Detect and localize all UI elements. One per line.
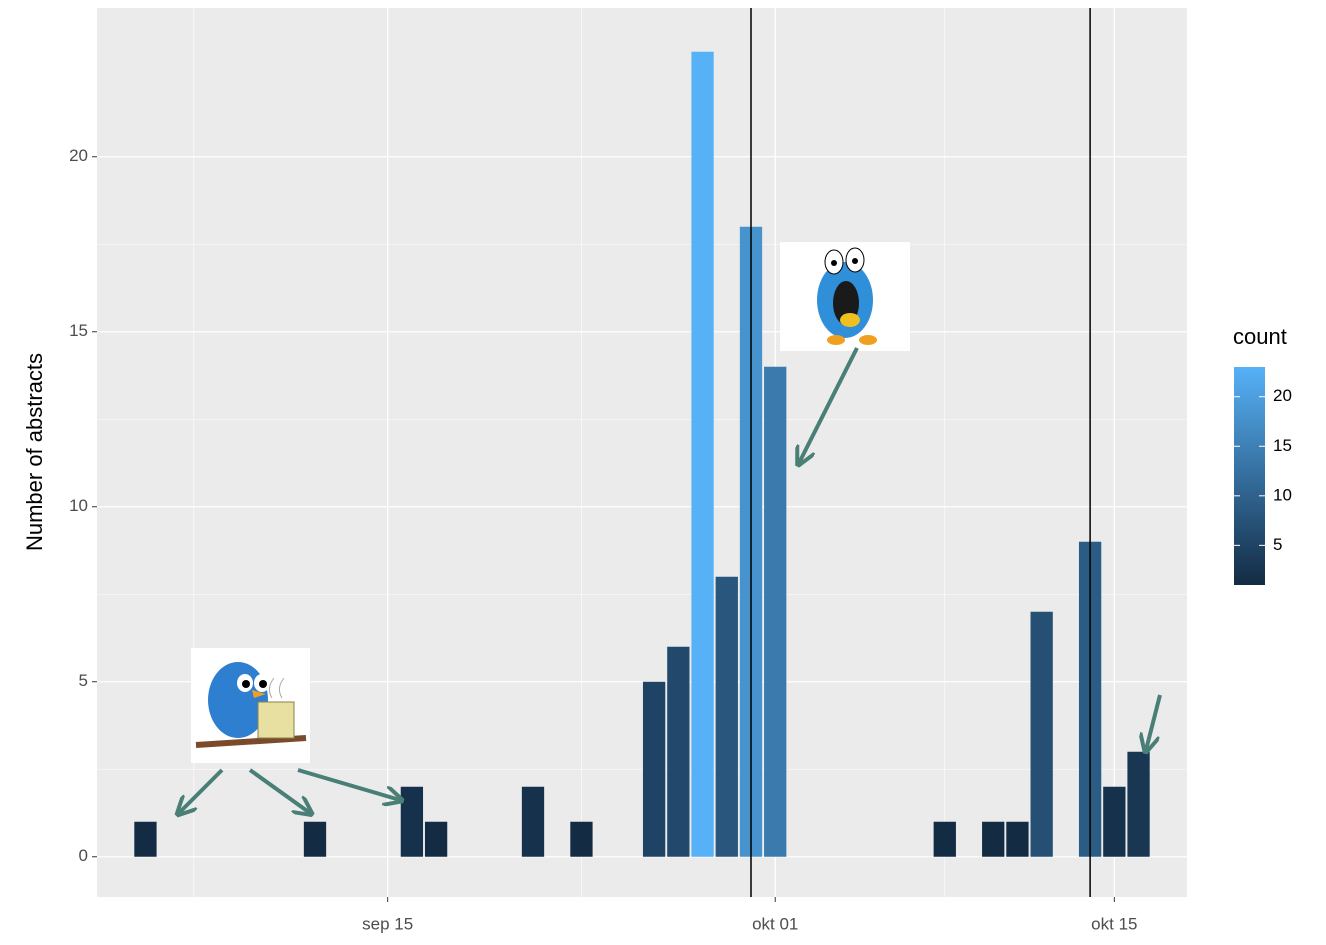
bar (982, 822, 1004, 857)
legend-label: 5 (1273, 535, 1282, 554)
bar (691, 52, 713, 857)
bar (1127, 752, 1149, 857)
legend-label: 15 (1273, 436, 1292, 455)
x-tick-label: sep 15 (362, 914, 413, 933)
panel (97, 8, 1187, 897)
bar (425, 822, 447, 857)
x-tick-label: okt 01 (752, 914, 798, 933)
bird-scared (780, 242, 910, 351)
legend-label: 20 (1273, 386, 1292, 405)
y-tick-label: 20 (69, 146, 88, 165)
bar (1103, 787, 1125, 857)
bar (522, 787, 544, 857)
bar (1031, 612, 1053, 857)
chart: Number of abstracts count 5 10 15 20 0 5 10 15 2… (0, 0, 1326, 940)
bar (643, 682, 665, 857)
colorbar (1234, 367, 1265, 585)
y-tick-label: 0 (79, 846, 88, 865)
bar (934, 822, 956, 857)
y-tick-label: 10 (69, 496, 88, 515)
y-tick-label: 15 (69, 321, 88, 340)
bar (401, 787, 423, 857)
page: {"chart_data": { "type": "bar", "y_label… (0, 0, 1326, 945)
bar (667, 647, 689, 857)
y-axis-title: Number of abstracts (22, 353, 47, 551)
legend-label: 10 (1273, 485, 1292, 504)
bar (764, 367, 786, 857)
y-tick-label: 5 (79, 671, 88, 690)
bar (570, 822, 592, 857)
bar (716, 577, 738, 857)
bird-calm (191, 648, 310, 763)
bar (304, 822, 326, 857)
bar (134, 822, 156, 857)
legend-title: count (1233, 324, 1287, 349)
bar (1006, 822, 1028, 857)
x-tick-label: okt 15 (1091, 914, 1137, 933)
